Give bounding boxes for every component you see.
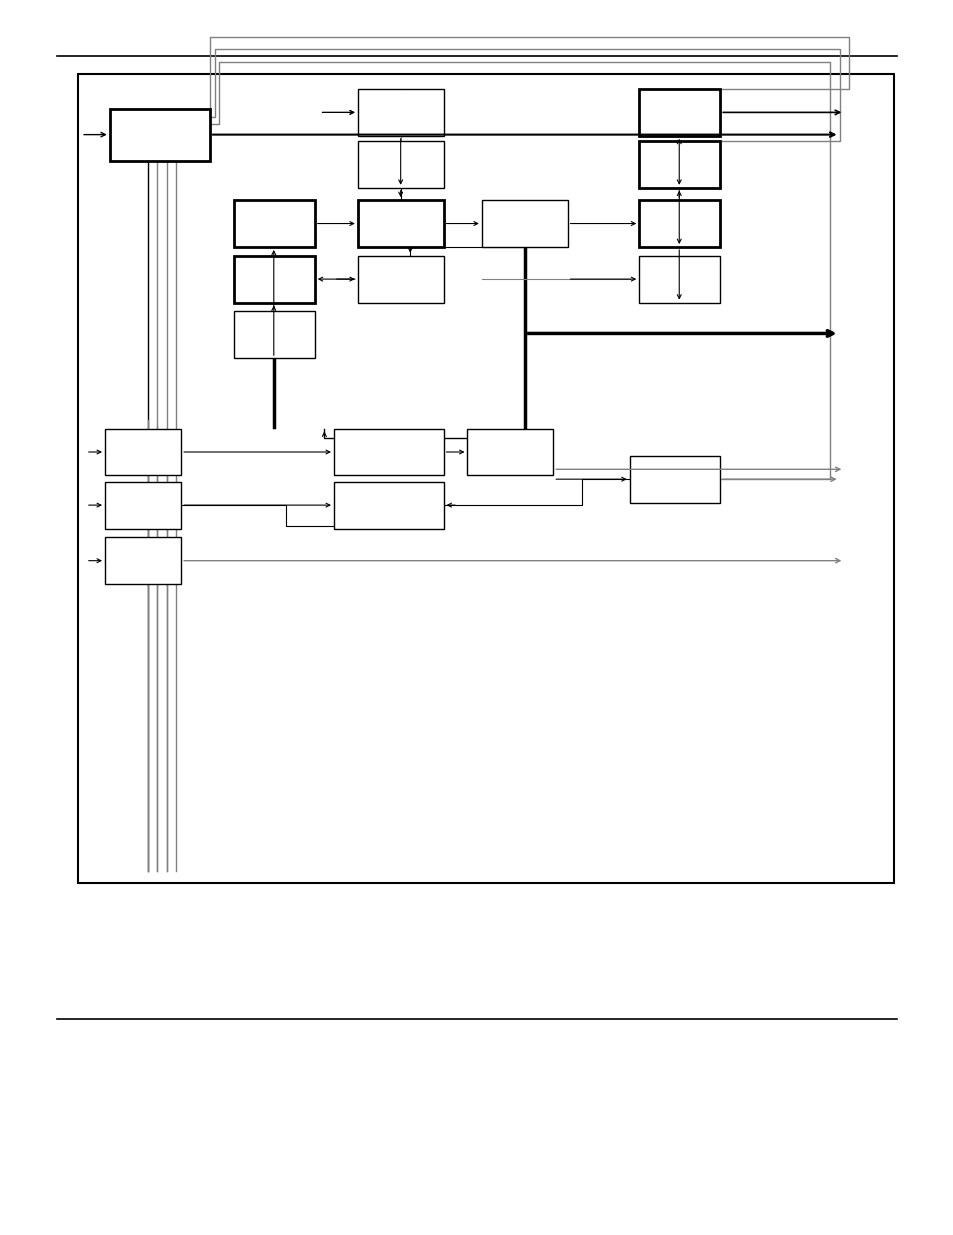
- FancyBboxPatch shape: [357, 141, 443, 188]
- FancyBboxPatch shape: [233, 256, 314, 303]
- FancyBboxPatch shape: [357, 89, 443, 136]
- FancyBboxPatch shape: [110, 109, 210, 161]
- FancyBboxPatch shape: [105, 537, 181, 584]
- FancyBboxPatch shape: [639, 89, 720, 136]
- FancyBboxPatch shape: [639, 141, 720, 188]
- FancyBboxPatch shape: [467, 429, 553, 475]
- FancyBboxPatch shape: [639, 256, 720, 303]
- FancyBboxPatch shape: [639, 200, 720, 247]
- FancyBboxPatch shape: [233, 311, 314, 358]
- FancyBboxPatch shape: [334, 429, 443, 475]
- FancyBboxPatch shape: [105, 482, 181, 529]
- FancyBboxPatch shape: [105, 429, 181, 475]
- FancyBboxPatch shape: [481, 200, 567, 247]
- FancyBboxPatch shape: [357, 200, 443, 247]
- FancyBboxPatch shape: [334, 482, 443, 529]
- FancyBboxPatch shape: [629, 456, 720, 503]
- FancyBboxPatch shape: [233, 200, 314, 247]
- FancyBboxPatch shape: [357, 256, 443, 303]
- FancyBboxPatch shape: [78, 74, 893, 883]
